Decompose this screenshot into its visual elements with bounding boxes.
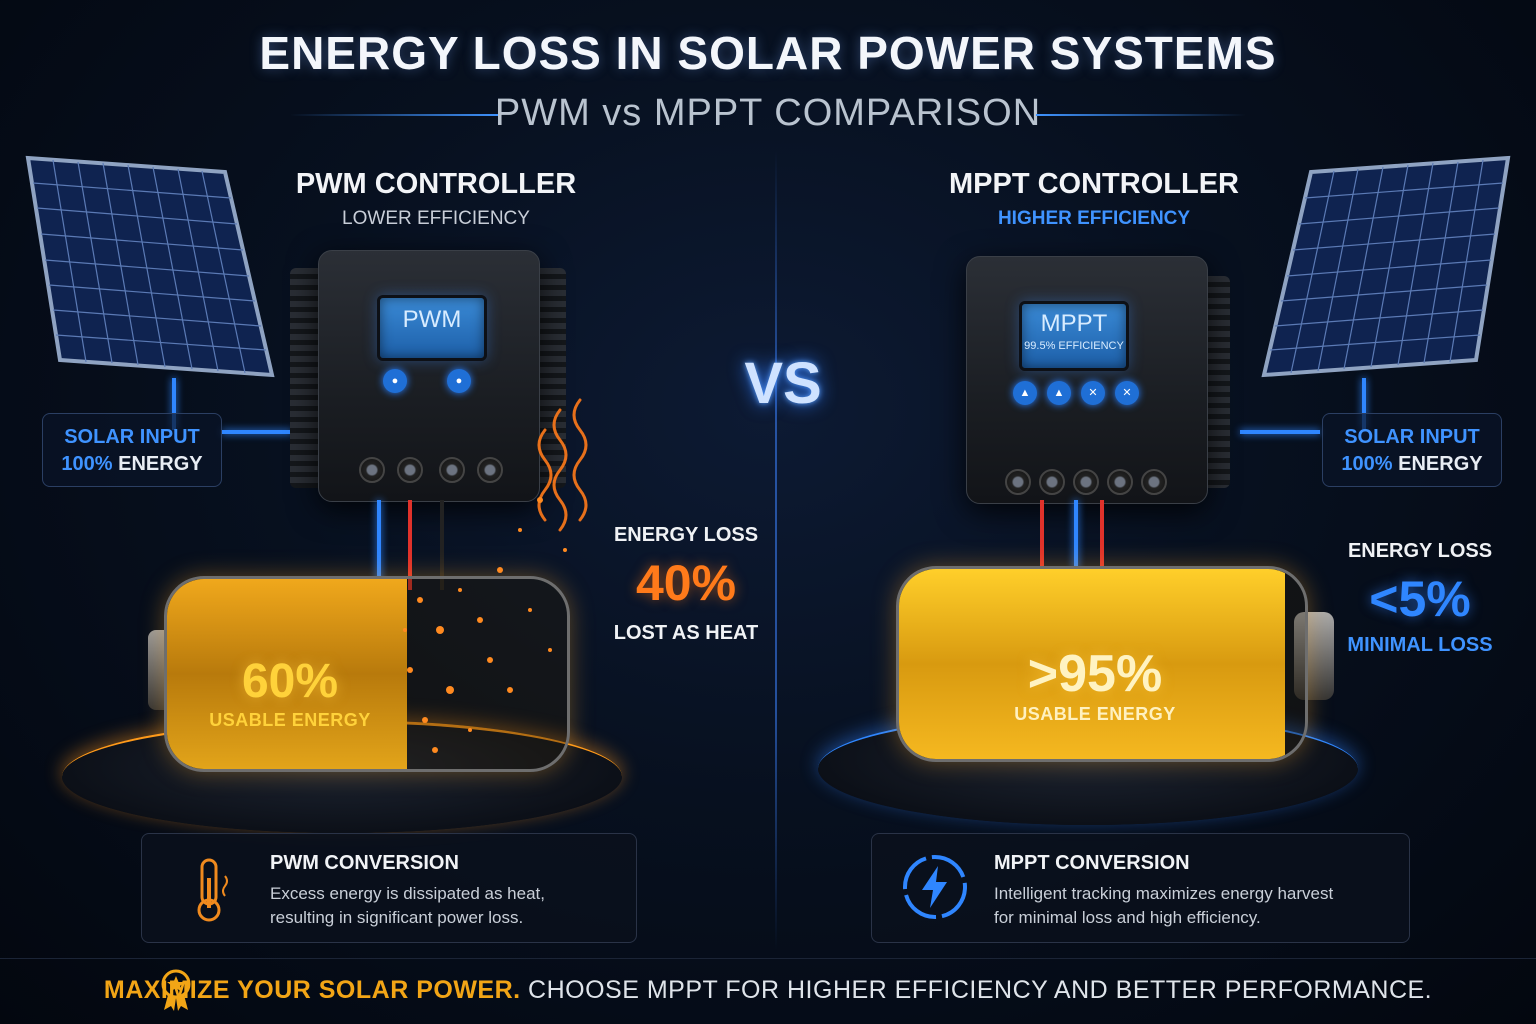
footer-rule [0, 958, 1536, 959]
mppt-solar-input-box: SOLAR INPUT 100% ENERGY [1322, 413, 1502, 487]
center-divider [775, 150, 777, 950]
pwm-screen: PWM [377, 295, 487, 361]
pwm-battery-percentage: 60% [241, 655, 339, 708]
mppt-screen-label: MPPT [1040, 310, 1108, 337]
mppt-button-2[interactable]: ▲ [1047, 381, 1071, 405]
mppt-terminal-3 [1073, 469, 1099, 495]
mppt-terminal-2 [1039, 469, 1065, 495]
thermometer-icon [197, 858, 228, 922]
pwm-terminal-1 [359, 457, 385, 483]
pwm-terminal-2 [397, 457, 423, 483]
mppt-conversion-card: MPPT CONVERSION Intelligent tracking max… [871, 833, 1410, 943]
pwm-conversion-card: PWM CONVERSION Excess energy is dissipat… [141, 833, 637, 943]
mppt-button-1[interactable]: ▲ [1013, 381, 1037, 405]
solar-input-label: SOLAR INPUT [1344, 426, 1480, 448]
pwm-terminal-4 [477, 457, 503, 483]
solar-input-word: ENERGY [1398, 453, 1483, 475]
footer-highlight: MAXIMIZE YOUR SOLAR POWER. [103, 976, 521, 1004]
pwm-solar-input-box: SOLAR INPUT 100% ENERGY [42, 413, 222, 487]
mppt-card-desc-2: for minimal loss and high efficiency. [994, 908, 1261, 927]
mppt-wire-red-2 [1100, 500, 1104, 570]
pwm-wire-black [440, 500, 444, 590]
mppt-battery-fill [899, 569, 1285, 759]
solar-wire-right [1362, 378, 1366, 430]
pwm-loss-note: LOST AS HEAT [613, 622, 759, 644]
mppt-battery-percentage: >95% [1027, 645, 1163, 703]
mppt-button-4[interactable]: ✕ [1115, 381, 1139, 405]
award-medal-icon [161, 969, 191, 1011]
mppt-controller: MPPT 99.5% EFFICIENCY ▲ ▲ ✕ ✕ [966, 256, 1208, 504]
mppt-terminal-5 [1141, 469, 1167, 495]
mppt-loss-label: ENERGY LOSS [1347, 540, 1493, 562]
mppt-usable-label: USABLE ENERGY [1014, 704, 1176, 724]
footer-rest: CHOOSE MPPT FOR HIGHER EFFICIENCY AND BE… [520, 976, 1433, 1004]
solar-wire-left [172, 378, 176, 430]
mppt-controller-title: MPPT CONTROLLER [949, 168, 1239, 200]
mppt-card-desc-1: Intelligent tracking maximizes energy ha… [994, 884, 1334, 903]
solar-panel-left-icon [25, 155, 275, 378]
page-title: ENERGY LOSS IN SOLAR POWER SYSTEMS [259, 27, 1277, 79]
mppt-terminal-1 [1005, 469, 1031, 495]
solar-panel-right-icon [1261, 155, 1511, 378]
vs-label: VS [744, 351, 822, 416]
lightning-bolt-icon [903, 855, 967, 919]
mppt-card-title: MPPT CONVERSION [994, 852, 1190, 874]
solar-input-label: SOLAR INPUT [64, 426, 200, 448]
heat-waves-icon [403, 398, 588, 753]
solar-wire-left-h [222, 430, 292, 434]
page-subtitle: PWM vs MPPT COMPARISON [494, 92, 1042, 134]
solar-input-word: ENERGY [118, 453, 203, 475]
pwm-usable-label: USABLE ENERGY [209, 710, 371, 730]
pwm-terminal-3 [439, 457, 465, 483]
mppt-screen-efficiency: 99.5% EFFICIENCY [1024, 340, 1124, 352]
solar-wire-right-h [1240, 430, 1320, 434]
mppt-battery [896, 566, 1308, 762]
mppt-wire-red [1040, 500, 1044, 570]
pwm-controller-title: PWM CONTROLLER [295, 168, 577, 200]
pwm-controller: PWM ● ● [318, 250, 540, 502]
pwm-card-desc-2: resulting in significant power loss. [270, 908, 524, 927]
mppt-wire-blue [1074, 500, 1078, 570]
mppt-screen: MPPT 99.5% EFFICIENCY [1019, 301, 1129, 371]
mppt-controller-subtitle: HIGHER EFFICIENCY [997, 208, 1191, 229]
pwm-wire-red [408, 500, 412, 590]
pwm-battery-fill [167, 579, 407, 769]
pwm-screen-label: PWM [402, 306, 462, 333]
mppt-battery-cap [1294, 612, 1334, 700]
pwm-card-title: PWM CONVERSION [270, 852, 459, 874]
mppt-loss-note: MINIMAL LOSS [1347, 634, 1493, 656]
mppt-loss-value: <5% [1369, 571, 1471, 627]
solar-input-pct: 100% [61, 453, 113, 475]
pwm-loss-value: 40% [635, 555, 737, 611]
pwm-battery [164, 576, 570, 772]
footer-banner: MAXIMIZE YOUR SOLAR POWER. CHOOSE MPPT F… [0, 976, 1536, 1005]
pwm-loss-label: ENERGY LOSS [613, 524, 759, 546]
solar-input-pct: 100% [1341, 453, 1393, 475]
pwm-button-right[interactable]: ● [447, 369, 471, 393]
pwm-wire-blue [377, 500, 381, 590]
pwm-button-left[interactable]: ● [383, 369, 407, 393]
subtitle-right-line [1036, 114, 1246, 116]
mppt-button-3[interactable]: ✕ [1081, 381, 1105, 405]
pwm-card-desc-1: Excess energy is dissipated as heat, [270, 884, 545, 903]
pwm-controller-subtitle: LOWER EFFICIENCY [342, 208, 530, 229]
subtitle-left-line [290, 114, 500, 116]
mppt-terminal-4 [1107, 469, 1133, 495]
